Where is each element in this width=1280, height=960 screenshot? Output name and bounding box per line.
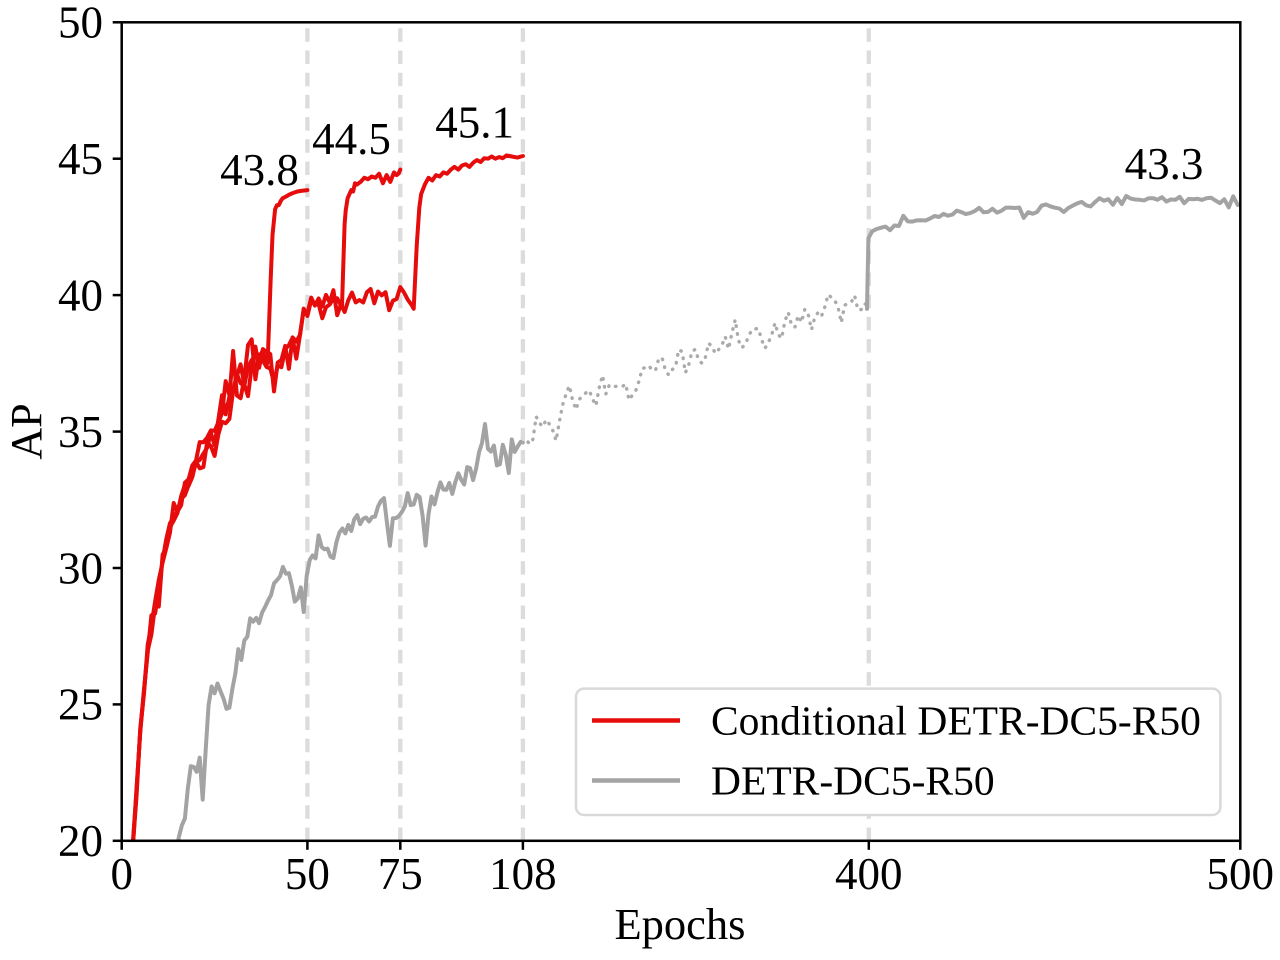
svg-text:44.5: 44.5 bbox=[312, 114, 391, 164]
svg-text:20: 20 bbox=[58, 816, 103, 866]
svg-text:40: 40 bbox=[58, 270, 103, 320]
svg-text:30: 30 bbox=[58, 543, 103, 593]
svg-text:75: 75 bbox=[378, 849, 423, 899]
svg-text:Conditional DETR-DC5-R50: Conditional DETR-DC5-R50 bbox=[711, 698, 1201, 744]
svg-text:45.1: 45.1 bbox=[435, 98, 514, 148]
svg-text:108: 108 bbox=[489, 849, 557, 899]
svg-text:35: 35 bbox=[58, 407, 103, 457]
svg-text:0: 0 bbox=[110, 849, 133, 899]
svg-text:43.3: 43.3 bbox=[1125, 139, 1204, 189]
svg-text:AP: AP bbox=[2, 403, 51, 459]
svg-text:50: 50 bbox=[285, 849, 330, 899]
svg-text:45: 45 bbox=[58, 134, 103, 184]
svg-text:500: 500 bbox=[1207, 849, 1275, 899]
svg-text:400: 400 bbox=[835, 849, 903, 899]
svg-text:50: 50 bbox=[58, 0, 103, 48]
svg-text:25: 25 bbox=[58, 680, 103, 730]
svg-text:43.8: 43.8 bbox=[220, 145, 299, 195]
svg-text:Epochs: Epochs bbox=[614, 899, 745, 949]
svg-text:DETR-DC5-R50: DETR-DC5-R50 bbox=[711, 758, 995, 804]
